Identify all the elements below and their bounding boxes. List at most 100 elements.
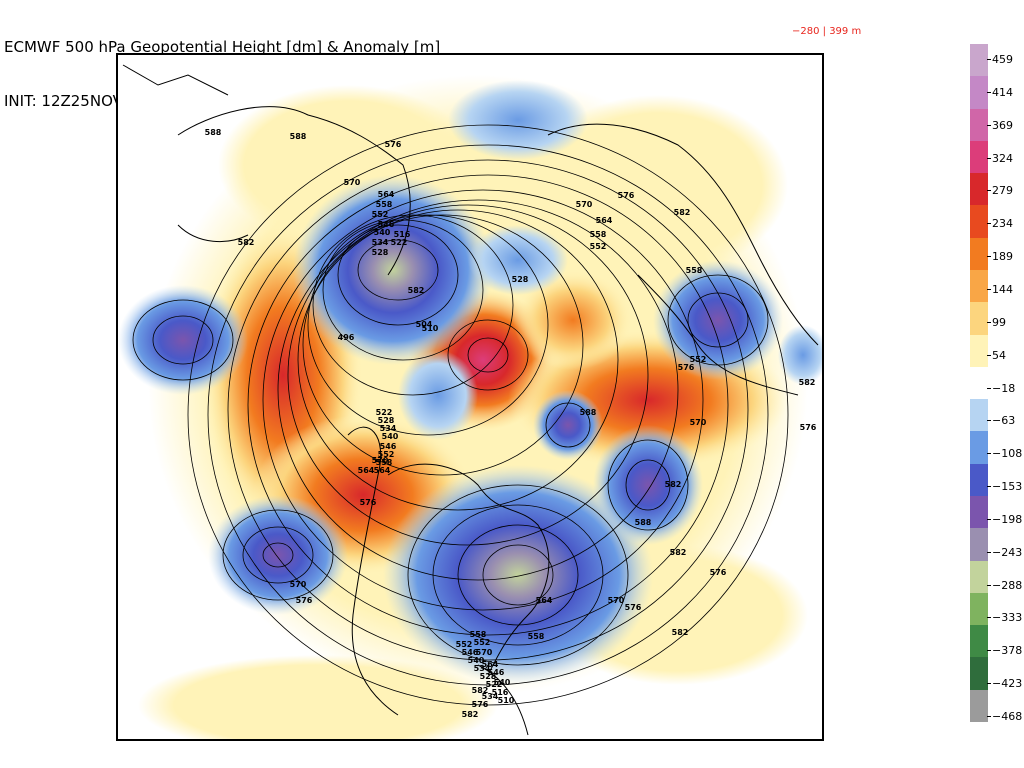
contour-label: 582: [408, 286, 425, 295]
contour-label: 570: [476, 648, 493, 657]
colorbar-segment: [970, 689, 988, 722]
colorbar-segment: [970, 528, 988, 561]
colorbar-tick-label: −18: [986, 381, 1016, 395]
colorbar-segment: [970, 205, 988, 238]
contour-label: 528: [480, 672, 497, 681]
contour-label: 546: [378, 220, 395, 229]
colorbar-tick-label: −468: [986, 710, 1023, 723]
colorbar-segment: [970, 560, 988, 593]
contour-label: 552: [378, 450, 395, 459]
colorbar-tick-label: −198: [986, 512, 1023, 526]
contour-label: 552: [474, 638, 491, 647]
colorbar-segment: [970, 366, 988, 400]
contour-label: 576: [618, 191, 635, 200]
contour-label: 582: [665, 480, 682, 489]
contour-label: 510: [422, 324, 439, 333]
colorbar-tick-label: 369: [987, 118, 1013, 132]
contour-label: 534: [372, 238, 389, 247]
colorbar-segment: [970, 431, 988, 464]
colorbar-segment: [970, 108, 988, 141]
contour-label: 546: [488, 668, 505, 677]
colorbar-segment: [970, 625, 988, 658]
contour-label: 564: [358, 466, 375, 475]
contour-label: 576: [800, 423, 817, 432]
colorbar-tick-label: −333: [986, 611, 1023, 625]
contour-label: 582: [462, 710, 479, 719]
contour-label: 564: [482, 660, 499, 669]
contour-label: 510: [498, 696, 515, 705]
contour-label: 570: [690, 418, 707, 427]
contour-label: 588: [205, 128, 222, 137]
colorbar-tick-label: −108: [986, 447, 1023, 461]
contour-label: 582: [472, 686, 489, 695]
contour-label: 534: [380, 424, 397, 433]
colorbar-tick-label: 234: [987, 217, 1013, 231]
height-contours: [132, 124, 789, 706]
contour-label: 582: [238, 238, 255, 247]
contour-label: 552: [456, 640, 473, 649]
contour-label: 558: [470, 630, 487, 639]
contour-label: 522: [391, 238, 408, 247]
contour-label: 522: [376, 408, 393, 417]
contour-label: 516: [492, 688, 509, 697]
anomaly-colorbar: [970, 44, 988, 722]
contour-label: 588: [290, 132, 307, 141]
contour-label: 528: [512, 275, 529, 284]
colorbar-tick-label: 144: [987, 282, 1013, 296]
colorbar-tick-label: −378: [986, 644, 1023, 658]
contour-label: 564: [374, 466, 391, 475]
contour-label: 582: [670, 548, 687, 557]
colorbar-tick-label: −153: [986, 480, 1023, 494]
contour-labels: 588 5885765705645585525465405345285225165…: [205, 128, 817, 719]
contour-label: 558: [376, 458, 393, 467]
title-line-1: ECMWF 500 hPa Geopotential Height [dm] &…: [4, 38, 441, 56]
contour-label: 564: [378, 190, 395, 199]
contour-label: 570: [344, 178, 361, 187]
contour-label: 528: [378, 416, 395, 425]
contour-label: 534: [474, 664, 491, 673]
anomaly-range: −280 | 399 m: [792, 26, 862, 37]
colorbar-segment: [970, 495, 988, 529]
contour-label: 552: [690, 355, 707, 364]
contour-label: 564: [596, 216, 613, 225]
colorbar-segment: [970, 76, 988, 109]
contour-label: 576: [710, 568, 727, 577]
contour-label: 558: [376, 200, 393, 209]
contour-label: 534: [482, 692, 499, 701]
contour-label: 540: [494, 678, 511, 687]
contour-label: 576: [678, 363, 695, 372]
contour-label: 582: [799, 378, 816, 387]
colorbar-segment: [970, 399, 988, 432]
geopotential-map: 588 588 576 570 564 558 552 546 540 534 528 522 516 5…: [116, 53, 824, 741]
contour-label: 582: [672, 628, 689, 637]
contour-label: 576: [296, 596, 313, 605]
colorbar-segment: [970, 302, 988, 335]
contour-label: 564: [536, 596, 553, 605]
colorbar-tick-label: 54: [987, 348, 1006, 362]
contour-label: 570: [608, 596, 625, 605]
colorbar-segment: [970, 463, 988, 496]
contour-label: 588: [635, 518, 652, 527]
colorbar-segment: [970, 237, 988, 270]
contour-label: 496: [338, 333, 355, 342]
colorbar-segment: [970, 140, 988, 174]
colorbar-tick-label: 414: [987, 85, 1013, 99]
contour-label: 576: [360, 498, 377, 507]
contour-label: 522: [486, 680, 503, 689]
contour-label: 570: [290, 580, 307, 589]
colorbar-segment: [970, 173, 988, 206]
contour-label: 516: [394, 230, 411, 239]
colorbar-tick-label: 459: [987, 53, 1013, 66]
colorbar-tick-label: −423: [986, 677, 1023, 691]
colorbar-tick-label: −63: [986, 414, 1016, 428]
contour-label: 546: [462, 648, 479, 657]
map-canvas: 588 5885765705645585525465405345285225165…: [118, 64, 822, 739]
contour-label: 528: [372, 248, 389, 257]
colorbar-tick-label: 324: [987, 151, 1013, 165]
contour-label: 546: [380, 442, 397, 451]
contour-label: 576: [625, 603, 642, 612]
contour-label: 576: [472, 700, 489, 709]
contour-label: 576: [385, 140, 402, 149]
colorbar-segment: [970, 657, 988, 690]
contour-label: 504: [416, 320, 433, 329]
